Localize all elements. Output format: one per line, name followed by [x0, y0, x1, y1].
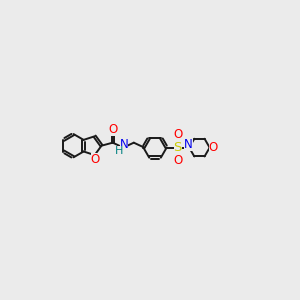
- Text: H: H: [115, 146, 124, 156]
- Text: S: S: [173, 141, 182, 154]
- Text: O: O: [91, 153, 100, 166]
- Text: N: N: [120, 138, 128, 151]
- Text: N: N: [184, 138, 193, 151]
- Text: O: O: [174, 154, 183, 167]
- Text: O: O: [174, 128, 183, 141]
- Text: O: O: [209, 141, 218, 154]
- Text: O: O: [108, 123, 117, 136]
